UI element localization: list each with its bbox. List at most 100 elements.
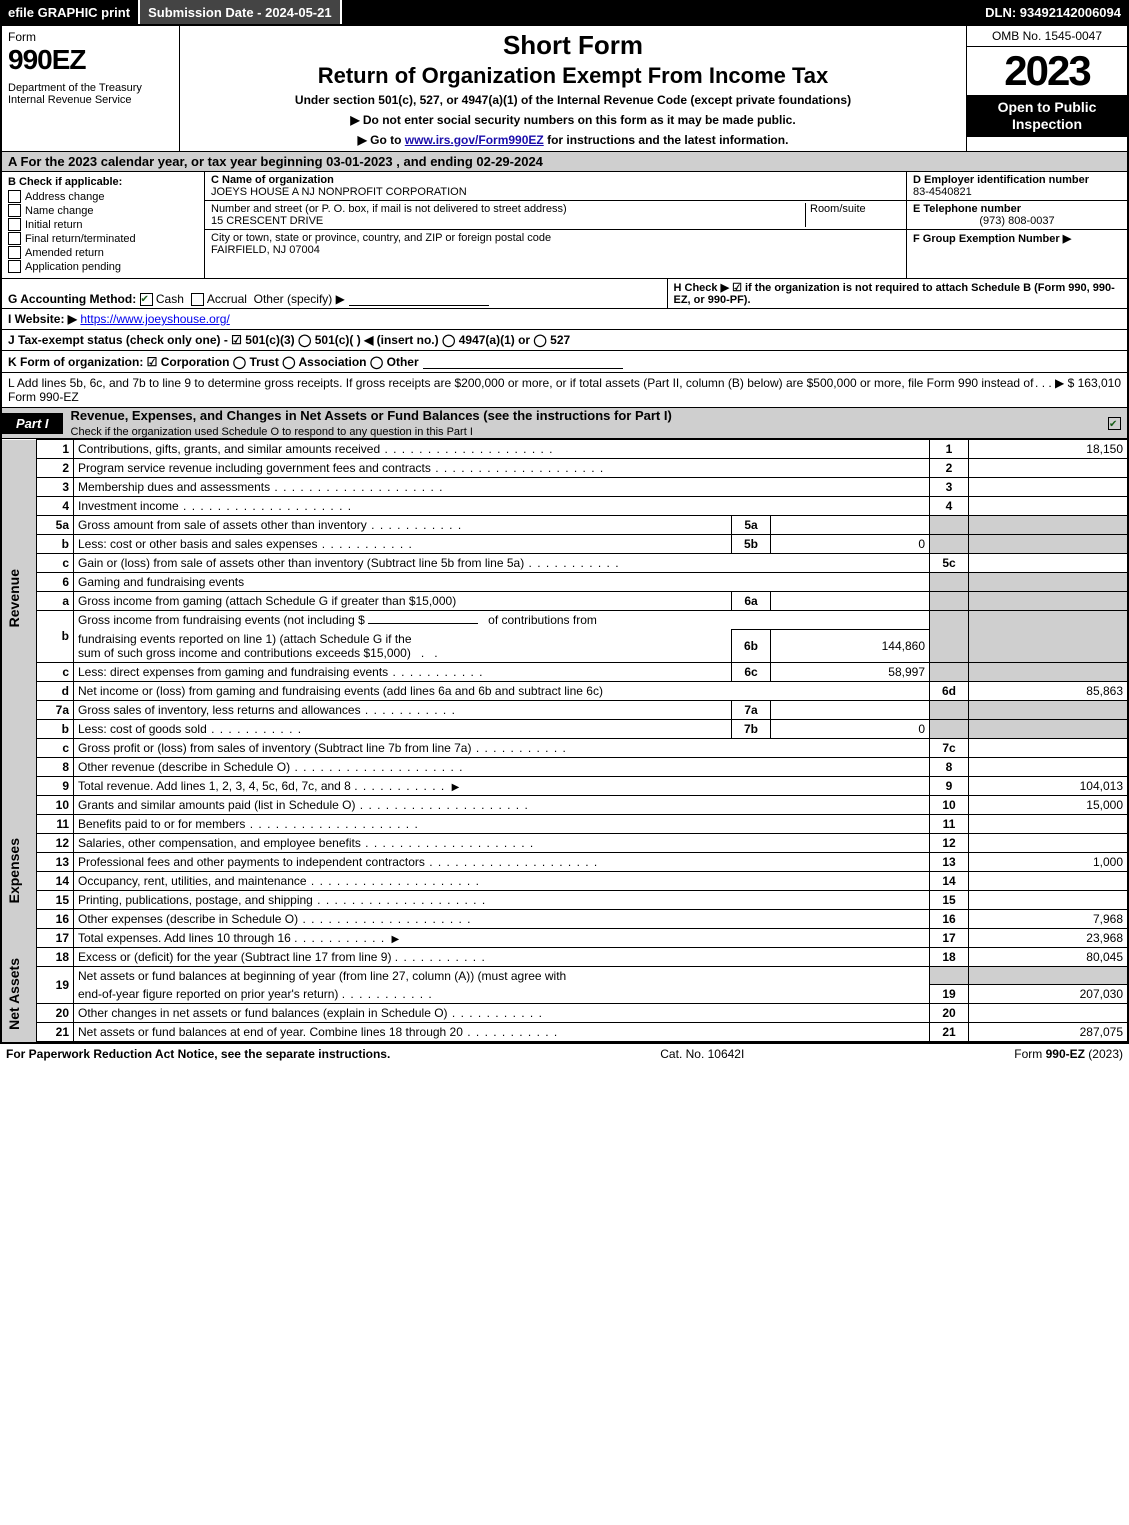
sn6b: 6b xyxy=(732,630,771,663)
group-exemption-label: F Group Exemption Number ▶ xyxy=(913,233,1071,245)
instr-link-row: ▶ Go to www.irs.gov/Form990EZ for instru… xyxy=(188,133,958,147)
chk-app-pending[interactable] xyxy=(8,260,21,273)
city-value: FAIRFIELD, NJ 07004 xyxy=(211,244,320,256)
v11 xyxy=(969,814,1128,833)
i-label: I Website: ▶ xyxy=(8,312,77,326)
part1-tag: Part I xyxy=(2,413,63,434)
efile-label[interactable]: efile GRAPHIC print xyxy=(0,0,140,24)
opt-accrual: Accrual xyxy=(207,292,247,306)
d12: Salaries, other compensation, and employ… xyxy=(78,836,534,850)
sv7b: 0 xyxy=(771,719,930,738)
d15: Printing, publications, postage, and shi… xyxy=(78,893,486,907)
irs-link[interactable]: www.irs.gov/Form990EZ xyxy=(405,133,544,147)
tel-label: E Telephone number xyxy=(913,203,1021,215)
ein-value: 83-4540821 xyxy=(913,186,972,198)
ln6c: c xyxy=(37,662,74,681)
d11: Benefits paid to or for members xyxy=(78,817,419,831)
v21: 287,075 xyxy=(969,1023,1128,1042)
dept-label: Department of the Treasury Internal Reve… xyxy=(8,82,173,106)
box-b-header: B Check if applicable: xyxy=(8,176,198,188)
chk-accrual[interactable] xyxy=(191,293,204,306)
k-text: K Form of organization: ☑ Corporation ◯ … xyxy=(8,355,419,369)
sv6a xyxy=(771,592,930,611)
sn6c: 6c xyxy=(732,662,771,681)
row-g-h: G Accounting Method: Cash Accrual Other … xyxy=(2,279,1127,309)
title-short-form: Short Form xyxy=(188,30,958,61)
d21: Net assets or fund balances at end of ye… xyxy=(78,1025,558,1039)
v8 xyxy=(969,757,1128,776)
ein-label: D Employer identification number xyxy=(913,174,1089,186)
chk-final-return[interactable] xyxy=(8,232,21,245)
sn5b: 5b xyxy=(732,535,771,554)
blank-6b[interactable] xyxy=(368,623,478,624)
chk-cash[interactable] xyxy=(140,293,153,306)
ln6d: d xyxy=(37,681,74,700)
room-label: Room/suite xyxy=(810,203,866,215)
d6c: Less: direct expenses from gaming and fu… xyxy=(78,665,484,679)
chk-amended[interactable] xyxy=(8,246,21,259)
row-j: J Tax-exempt status (check only one) - ☑… xyxy=(2,330,1127,351)
box-b: B Check if applicable: Address change Na… xyxy=(2,172,205,278)
instr-ssn: ▶ Do not enter social security numbers o… xyxy=(188,113,958,127)
footer-right-b: 990-EZ xyxy=(1046,1047,1085,1061)
page-footer: For Paperwork Reduction Act Notice, see … xyxy=(0,1044,1129,1064)
ln4: 4 xyxy=(37,497,74,516)
sv6c: 58,997 xyxy=(771,662,930,681)
v1: 18,150 xyxy=(969,440,1128,459)
v20 xyxy=(969,1004,1128,1023)
v5c xyxy=(969,554,1128,573)
chk-address-change[interactable] xyxy=(8,190,21,203)
ln8: 8 xyxy=(37,757,74,776)
chk-schedule-o[interactable] xyxy=(1108,417,1121,430)
form-header: Form 990EZ Department of the Treasury In… xyxy=(2,26,1127,152)
ln5b: b xyxy=(37,535,74,554)
omb-number: OMB No. 1545-0047 xyxy=(967,26,1127,47)
v4 xyxy=(969,497,1128,516)
ln5c: c xyxy=(37,554,74,573)
chk-initial-return[interactable] xyxy=(8,218,21,231)
v6d: 85,863 xyxy=(969,681,1128,700)
subtitle: Under section 501(c), 527, or 4947(a)(1)… xyxy=(188,93,958,107)
instr2-pre: ▶ Go to xyxy=(358,133,405,147)
chk-name-change[interactable] xyxy=(8,204,21,217)
title-return: Return of Organization Exempt From Incom… xyxy=(188,63,958,89)
name-label: C Name of organization xyxy=(211,174,334,186)
footer-right: Form 990-EZ (2023) xyxy=(1014,1047,1123,1061)
d6d: Net income or (loss) from gaming and fun… xyxy=(78,684,603,698)
nc6d: 6d xyxy=(930,681,969,700)
opt-other: Other (specify) ▶ xyxy=(254,292,345,306)
ln12: 12 xyxy=(37,833,74,852)
other-specify-line[interactable] xyxy=(349,291,489,306)
d10: Grants and similar amounts paid (list in… xyxy=(78,798,529,812)
d6: Gaming and fundraising events xyxy=(78,575,244,589)
section-b: B Check if applicable: Address change Na… xyxy=(2,172,1127,279)
opt-name-change: Name change xyxy=(25,205,94,217)
footer-right-pre: Form xyxy=(1014,1047,1045,1061)
d6b1: Gross income from fundraising events (no… xyxy=(78,613,365,627)
g-label: G Accounting Method: xyxy=(8,292,136,306)
v10: 15,000 xyxy=(969,795,1128,814)
website-link[interactable]: https://www.joeyshouse.org/ xyxy=(80,312,229,326)
side-net-assets: Net Assets xyxy=(6,958,22,1030)
d16: Other expenses (describe in Schedule O) xyxy=(78,912,471,926)
city-label: City or town, state or province, country… xyxy=(211,232,551,244)
v7c xyxy=(969,738,1128,757)
v9: 104,013 xyxy=(969,776,1128,795)
d5b: Less: cost or other basis and sales expe… xyxy=(78,537,413,551)
opt-cash: Cash xyxy=(156,292,184,306)
v3 xyxy=(969,478,1128,497)
d7b: Less: cost of goods sold xyxy=(78,722,302,736)
sv5b: 0 xyxy=(771,535,930,554)
d20: Other changes in net assets or fund bala… xyxy=(78,1006,543,1020)
footer-right-post: (2023) xyxy=(1085,1047,1123,1061)
v12 xyxy=(969,833,1128,852)
d7c: Gross profit or (loss) from sales of inv… xyxy=(78,741,567,755)
street-value: 15 CRESCENT DRIVE xyxy=(211,215,323,227)
row-i: I Website: ▶ https://www.joeyshouse.org/ xyxy=(2,309,1127,330)
box-def: D Employer identification number 83-4540… xyxy=(906,172,1127,278)
row-l: L Add lines 5b, 6c, and 7b to line 9 to … xyxy=(2,373,1127,408)
d7a: Gross sales of inventory, less returns a… xyxy=(78,703,456,717)
d18: Excess or (deficit) for the year (Subtra… xyxy=(78,950,391,964)
submission-date-button[interactable]: Submission Date - 2024-05-21 xyxy=(140,0,342,24)
k-other-line[interactable] xyxy=(423,354,623,369)
